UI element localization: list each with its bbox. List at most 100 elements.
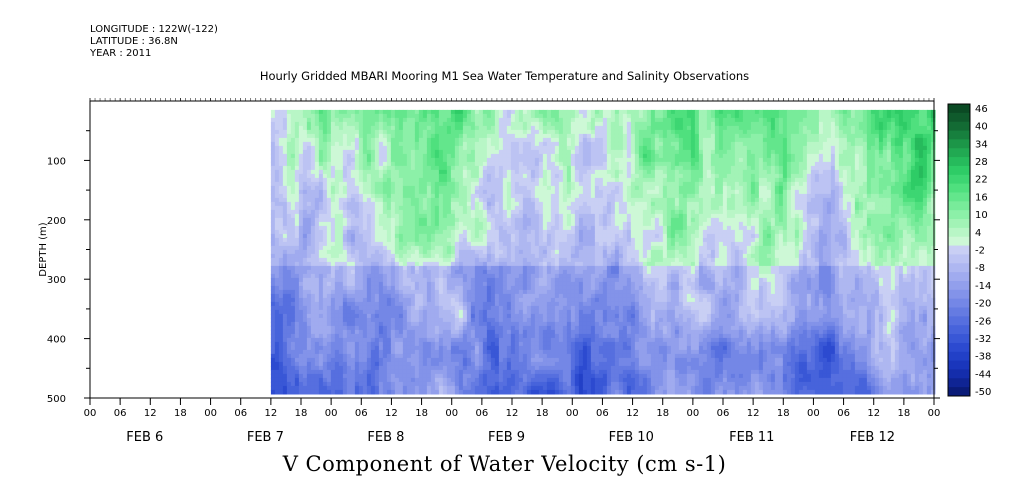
- heatmap-cell: [270, 161, 276, 167]
- heatmap-cell: [430, 185, 436, 191]
- heatmap-cell: [270, 357, 276, 363]
- heatmap-cell: [470, 213, 476, 219]
- heatmap-cell: [538, 317, 544, 323]
- heatmap-cell: [442, 385, 448, 391]
- heatmap-cell: [342, 197, 348, 203]
- heatmap-cell: [502, 229, 508, 235]
- heatmap-cell: [370, 241, 376, 247]
- heatmap-cell: [462, 253, 468, 259]
- heatmap-cell: [482, 121, 488, 127]
- heatmap-cell: [390, 149, 396, 155]
- heatmap-cell: [530, 353, 536, 359]
- heatmap-cell: [378, 165, 384, 171]
- heatmap-cell: [470, 301, 476, 307]
- heatmap-cell: [294, 145, 300, 151]
- heatmap-cell: [422, 165, 428, 171]
- heatmap-cell: [430, 233, 436, 239]
- heatmap-cell: [286, 305, 292, 311]
- heatmap-cell: [402, 369, 408, 375]
- heatmap-cell: [470, 369, 476, 375]
- heatmap-cell: [510, 353, 516, 359]
- heatmap-cell: [374, 305, 380, 311]
- heatmap-cell: [318, 237, 324, 243]
- heatmap-cell: [442, 261, 448, 267]
- heatmap-cell: [410, 193, 416, 199]
- heatmap-cell: [454, 169, 460, 175]
- heatmap-cell: [278, 261, 284, 267]
- heatmap-cell: [510, 361, 516, 367]
- heatmap-cell: [306, 213, 312, 219]
- heatmap-cell: [286, 153, 292, 159]
- heatmap-cell: [298, 121, 304, 127]
- heatmap-cell: [306, 357, 312, 363]
- heatmap-cell: [458, 241, 464, 247]
- heatmap-cell: [486, 125, 492, 131]
- heatmap-cell: [546, 301, 552, 307]
- heatmap-cell: [530, 297, 536, 303]
- heatmap-cell: [482, 277, 488, 283]
- heatmap-cell: [286, 141, 292, 147]
- heatmap-cell: [370, 117, 376, 123]
- heatmap-cell: [534, 113, 540, 119]
- heatmap-cell: [270, 333, 276, 339]
- heatmap-cell: [510, 205, 516, 211]
- heatmap-cell: [466, 297, 472, 303]
- heatmap-cell: [342, 169, 348, 175]
- heatmap-cell: [454, 213, 460, 219]
- heatmap-cell: [454, 309, 460, 315]
- heatmap-cell: [394, 149, 400, 155]
- heatmap-cell: [274, 209, 280, 215]
- heatmap-cell: [270, 245, 276, 251]
- heatmap-cell: [294, 109, 300, 115]
- heatmap-cell: [274, 289, 280, 295]
- heatmap-cell: [342, 265, 348, 271]
- heatmap-cell: [286, 361, 292, 367]
- heatmap-cell: [514, 369, 520, 375]
- heatmap-cell: [398, 185, 404, 191]
- heatmap-cell: [422, 377, 428, 383]
- heatmap-cell: [454, 269, 460, 275]
- heatmap-cell: [538, 321, 544, 327]
- heatmap-cell: [386, 249, 392, 255]
- heatmap-cell: [550, 129, 556, 135]
- heatmap-cell: [322, 301, 328, 307]
- heatmap-cell: [478, 357, 484, 363]
- heatmap-cell: [414, 317, 420, 323]
- heatmap-cell: [418, 237, 424, 243]
- heatmap-cell: [394, 345, 400, 351]
- heatmap-cell: [410, 301, 416, 307]
- heatmap-cell: [538, 113, 544, 119]
- heatmap-cell: [410, 237, 416, 243]
- heatmap-cell: [426, 337, 432, 343]
- heatmap-cell: [490, 109, 496, 115]
- heatmap-cell: [458, 129, 464, 135]
- heatmap-cell: [334, 153, 340, 159]
- heatmap-cell: [466, 153, 472, 159]
- heatmap-cell: [414, 225, 420, 231]
- heatmap-cell: [282, 269, 288, 275]
- heatmap-cell: [310, 365, 316, 371]
- heatmap-cell: [458, 181, 464, 187]
- heatmap-cell: [510, 137, 516, 143]
- heatmap-cell: [482, 317, 488, 323]
- heatmap-cell: [526, 261, 532, 267]
- heatmap-cell: [442, 221, 448, 227]
- heatmap-cell: [430, 381, 436, 387]
- heatmap-cell: [310, 137, 316, 143]
- heatmap-cell: [362, 233, 368, 239]
- heatmap-cell: [318, 193, 324, 199]
- heatmap-cell: [350, 373, 356, 379]
- heatmap-cell: [330, 209, 336, 215]
- heatmap-cell: [486, 157, 492, 163]
- heatmap-cell: [470, 121, 476, 127]
- heatmap-cell: [366, 273, 372, 279]
- heatmap-cell: [430, 345, 436, 351]
- heatmap-cell: [490, 193, 496, 199]
- heatmap-cell: [462, 217, 468, 223]
- heatmap-cell: [414, 369, 420, 375]
- heatmap-cell: [462, 249, 468, 255]
- heatmap-cell: [362, 201, 368, 207]
- heatmap-cell: [314, 389, 320, 395]
- heatmap-cell: [450, 113, 456, 119]
- heatmap-cell: [310, 269, 316, 275]
